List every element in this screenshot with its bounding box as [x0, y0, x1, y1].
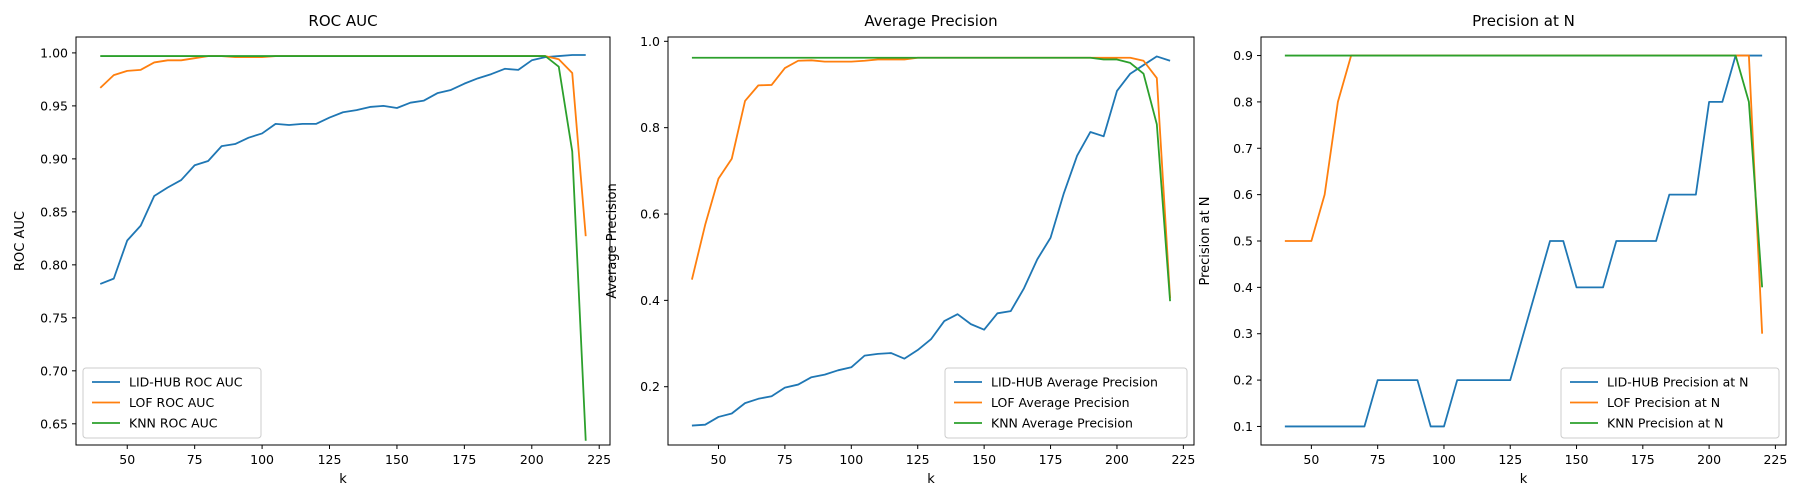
x-tick-label: 100 [839, 452, 863, 467]
axes-frame [75, 36, 611, 446]
y-tick-label: 0.90 [40, 151, 68, 166]
x-tick-label: 50 [1303, 452, 1319, 467]
series-line-1-1 [99, 54, 586, 285]
y-tick-label: 0.75 [40, 310, 68, 325]
chart-title: Average Precision [864, 12, 997, 30]
y-axis-label: ROC AUC [13, 211, 28, 271]
x-tick-label: 50 [119, 452, 135, 467]
y-tick-label: 0.6 [640, 207, 660, 222]
x-tick-label: 125 [318, 452, 342, 467]
y-tick-label: 0.1 [1233, 419, 1253, 434]
x-tick-label: 100 [1432, 452, 1456, 467]
legend-entry-label: LOF ROC AUC [129, 395, 214, 410]
x-tick-label: 50 [711, 452, 727, 467]
x-tick-label: 225 [1763, 452, 1787, 467]
legend-box [944, 367, 1188, 439]
x-tick-label: 100 [250, 452, 274, 467]
chart-panel-3: 50 75 100 125 150 175 200 225 0.1 0.2 0.3 0.4 0.5 0.6… [1198, 12, 1787, 487]
y-tick-label: 0.7 [1233, 141, 1253, 156]
x-tick-label: 175 [1039, 452, 1063, 467]
y-tick-label: 0.9 [1233, 48, 1253, 63]
y-tick-label: 0.3 [1233, 326, 1253, 341]
x-tick-label: 125 [1498, 452, 1522, 467]
y-axis-label: Precision at N [1198, 196, 1213, 285]
y-tick-label: 0.80 [40, 257, 68, 272]
series-line-1-2 [99, 55, 587, 237]
y-tick-label: 1.00 [40, 45, 68, 60]
legend-entry-label: LID-HUB Average Precision [991, 375, 1158, 390]
x-tick-label: 175 [1631, 452, 1655, 467]
x-tick-label: 200 [520, 452, 544, 467]
legend-entry-label: LOF Average Precision [991, 395, 1130, 410]
x-tick-label: 150 [972, 452, 996, 467]
x-axis-label: k [1520, 472, 1528, 487]
y-tick-label: 0.8 [1233, 94, 1253, 109]
legend: LID-HUB Average Precision LOF Average Pre… [944, 367, 1188, 439]
series-line-3-1 [1284, 54, 1763, 428]
x-tick-label: 200 [1105, 452, 1129, 467]
y-tick-label: 1.0 [640, 34, 660, 49]
x-tick-label: 150 [1565, 452, 1589, 467]
x-tick-label: 175 [452, 452, 476, 467]
y-tick-label: 0.2 [640, 379, 660, 394]
y-tick-label: 0.70 [40, 363, 68, 378]
x-tick-label: 75 [777, 452, 793, 467]
x-axis-label: k [339, 472, 347, 487]
legend-entry-label: LOF Precision at N [1607, 395, 1720, 410]
x-tick-label: 200 [1697, 452, 1721, 467]
legend: LID-HUB ROC AUC LOF ROC AUC KNN ROC AUC [82, 367, 262, 439]
x-axis-label: k [927, 472, 935, 487]
legend-entry-label: LID-HUB Precision at N [1607, 375, 1749, 390]
legend-box [1560, 367, 1780, 439]
chart-panel-1: 50 75 100 125 150 175 200 225 0.65 0.70 0.75 0.80 0.… [13, 12, 611, 487]
series-line-2-3 [691, 56, 1171, 302]
legend-entry-label: LID-HUB ROC AUC [129, 375, 243, 390]
legend: LID-HUB Precision at N LOF Precision at N… [1560, 367, 1780, 439]
y-tick-label: 0.8 [640, 120, 660, 135]
x-tick-label: 150 [385, 452, 409, 467]
chart-title: ROC AUC [308, 12, 377, 30]
y-tick-label: 0.95 [40, 98, 68, 113]
x-tick-label: 225 [587, 452, 611, 467]
legend-entry-label: KNN Average Precision [991, 416, 1133, 431]
y-tick-label: 0.85 [40, 204, 68, 219]
x-tick-label: 125 [906, 452, 930, 467]
y-tick-label: 0.5 [1233, 234, 1253, 249]
y-tick-label: 0.6 [1233, 187, 1253, 202]
chart-title: Precision at N [1472, 12, 1575, 30]
legend-entry-label: KNN Precision at N [1607, 416, 1724, 431]
series-line-2-2 [691, 56, 1171, 299]
series-line-2-1 [691, 55, 1171, 427]
x-tick-label: 75 [1370, 452, 1386, 467]
y-tick-label: 0.65 [40, 416, 68, 431]
legend-entry-label: KNN ROC AUC [129, 416, 218, 431]
chart-panel-2: 50 75 100 125 150 175 200 225 0.2 0.4 0.6 0.8 1.0 Ave… [605, 12, 1195, 487]
x-tick-label: 75 [187, 452, 203, 467]
axes-frame [667, 36, 1195, 446]
x-tick-label: 225 [1171, 452, 1195, 467]
y-axis-label: Average Precision [605, 183, 620, 299]
y-tick-label: 0.2 [1233, 373, 1253, 388]
y-tick-label: 0.4 [1233, 280, 1253, 295]
series-line-1-3 [100, 55, 587, 441]
legend-box [82, 367, 262, 439]
y-tick-label: 0.4 [640, 293, 660, 308]
series-line-3-3 [1284, 54, 1764, 288]
